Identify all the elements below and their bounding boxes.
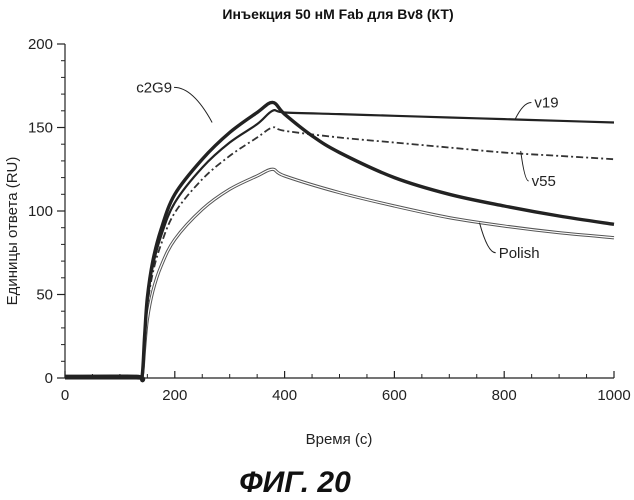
y-tick-label: 50 [36,287,53,304]
x-tick-label: 0 [61,387,69,404]
x-tick-label: 200 [162,387,187,404]
label-polish: Polish [499,245,540,262]
y-axis-title: Единицы ответа (RU) [4,157,21,306]
x-tick-label: 400 [272,387,297,404]
y-tick-label: 200 [28,36,53,53]
series-layer [65,102,614,381]
axes: 0 200 400 600 800 1000 0 50 100 150 200 [28,36,631,404]
series-polish-line-inner [65,169,614,380]
y-tick-label: 0 [45,370,53,387]
series-c2g9-line [65,102,614,380]
label-v19-leader [515,102,531,119]
label-polish-leader [479,223,495,253]
x-tick-label: 800 [492,387,517,404]
figure-caption: ФИГ. 20 [239,466,351,499]
label-c2g9: c2G9 [136,79,172,96]
x-tick-label: 1000 [597,387,630,404]
chart-title: Инъекция 50 нМ Fab для Bv8 (КТ) [222,6,453,22]
y-tick-label: 100 [28,203,53,220]
label-v19: v19 [534,94,558,111]
x-axis-title: Время (с) [306,431,373,448]
label-v55-leader [521,151,529,181]
x-tick-label: 600 [382,387,407,404]
label-c2g9-leader [174,87,212,122]
series-polish-line [65,169,614,380]
label-v55: v55 [532,173,556,190]
y-tick-label: 150 [28,120,53,137]
